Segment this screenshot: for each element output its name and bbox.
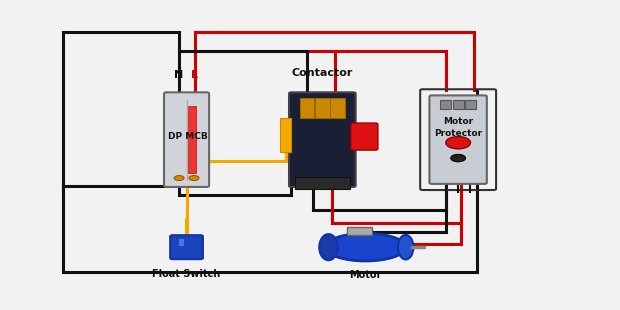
FancyBboxPatch shape xyxy=(430,95,487,184)
FancyBboxPatch shape xyxy=(289,92,356,187)
Bar xyxy=(440,100,451,109)
Ellipse shape xyxy=(398,235,414,259)
Bar xyxy=(315,98,330,118)
Circle shape xyxy=(451,154,466,162)
FancyBboxPatch shape xyxy=(164,92,209,187)
Bar xyxy=(188,106,196,173)
Text: L: L xyxy=(191,70,198,80)
Bar xyxy=(453,100,464,109)
Text: Motor: Motor xyxy=(349,270,382,280)
Ellipse shape xyxy=(326,233,405,261)
Bar xyxy=(465,100,476,109)
FancyBboxPatch shape xyxy=(351,123,378,150)
Text: Float Switch: Float Switch xyxy=(153,269,221,279)
Bar xyxy=(280,118,291,152)
Text: Contactor: Contactor xyxy=(291,68,353,78)
Circle shape xyxy=(189,175,199,180)
Text: N: N xyxy=(174,70,183,80)
Text: Motor
Protector: Motor Protector xyxy=(434,117,482,138)
Ellipse shape xyxy=(319,234,338,260)
Bar xyxy=(299,98,314,118)
Bar xyxy=(294,176,350,189)
Bar xyxy=(330,98,345,118)
Text: DP MCB: DP MCB xyxy=(168,132,208,141)
Circle shape xyxy=(174,175,184,180)
Bar xyxy=(347,227,372,235)
Circle shape xyxy=(446,137,471,149)
Bar xyxy=(179,240,184,246)
FancyBboxPatch shape xyxy=(170,235,203,259)
